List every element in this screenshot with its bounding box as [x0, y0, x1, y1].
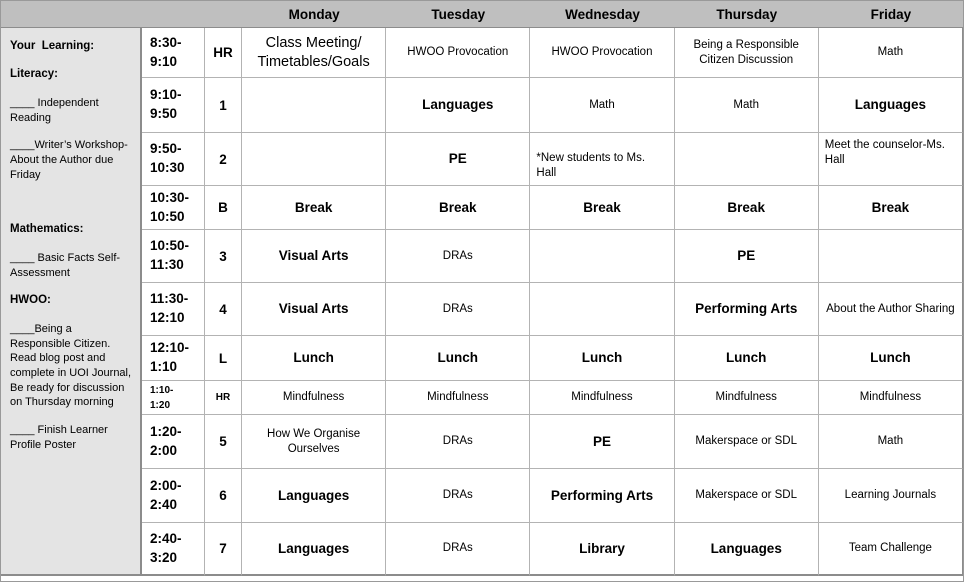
cell-monday-row2 [242, 78, 387, 133]
time-cell: 10:50- 11:30 [142, 230, 205, 283]
cell-monday-row5: Visual Arts [242, 230, 387, 283]
cell-tuesday-row10: DRAs [386, 469, 531, 523]
cell-thursday-row11: Languages [674, 523, 819, 576]
cell-thursday-row5: PE [674, 230, 819, 283]
cell-tuesday-row1: HWOO Provocation [386, 28, 531, 78]
cell-thursday-row8: Mindfulness [674, 381, 819, 415]
cell-wednesday-row2: Math [530, 78, 675, 133]
cell-monday-row8: Mindfulness [242, 381, 387, 415]
cell-wednesday-row5 [530, 230, 675, 283]
cell-wednesday-row8: Mindfulness [530, 381, 675, 415]
time-cell: 12:10- 1:10 [142, 336, 205, 381]
sidebar-item: ____Being a Responsible Citizen. Read bl… [10, 322, 135, 409]
day-header-thursday: Thursday [674, 1, 819, 28]
sidebar-notes: Your Learning: Literacy: ____ Independent … [1, 28, 142, 576]
period-cell: 7 [205, 523, 242, 576]
cell-thursday-row10: Makerspace or SDL [674, 469, 819, 523]
period-cell: HR [205, 28, 242, 78]
cell-tuesday-row8: Mindfulness [386, 381, 531, 415]
cell-tuesday-row11: DRAs [386, 523, 531, 576]
cell-wednesday-row7: Lunch [530, 336, 675, 381]
cell-monday-row4: Break [242, 186, 387, 230]
cell-friday-row10: Learning Journals [818, 469, 963, 523]
cell-monday-row1: Class Meeting/ Timetables/Goals [242, 28, 387, 78]
cell-wednesday-row4: Break [530, 186, 675, 230]
time-cell: 9:10- 9:50 [142, 78, 205, 133]
period-cell: 1 [205, 78, 242, 133]
period-cell: 5 [205, 415, 242, 469]
time-cell: 2:00- 2:40 [142, 469, 205, 523]
cell-thursday-row7: Lunch [674, 336, 819, 381]
sidebar-item: ____Writer’s Workshop-About the Author d… [10, 139, 128, 181]
sidebar-heading: Literacy: [10, 68, 58, 81]
cell-thursday-row9: Makerspace or SDL [674, 415, 819, 469]
cell-friday-row9: Math [818, 415, 963, 469]
cell-thursday-row2: Math [674, 78, 819, 133]
day-header-friday: Friday [818, 1, 963, 28]
period-cell: B [205, 186, 242, 230]
cell-monday-row11: Languages [242, 523, 387, 576]
cell-wednesday-row10: Performing Arts [530, 469, 675, 523]
cell-monday-row10: Languages [242, 469, 387, 523]
cell-tuesday-row3: PE [386, 133, 531, 186]
sidebar-item: ____ Finish Learner Profile Poster [10, 424, 111, 451]
cell-monday-row3 [242, 133, 387, 186]
time-cell: 11:30- 12:10 [142, 283, 205, 336]
cell-friday-row3: Meet the counselor-Ms. Hall [818, 133, 963, 186]
period-cell: 3 [205, 230, 242, 283]
period-cell: 2 [205, 133, 242, 186]
cell-friday-row8: Mindfulness [818, 381, 963, 415]
cell-thursday-row3 [674, 133, 819, 186]
sidebar-heading: HWOO: [10, 294, 51, 307]
time-cell: 2:40- 3:20 [142, 523, 205, 576]
cell-wednesday-row3: *New students to Ms. Hall [530, 133, 675, 186]
cell-monday-row7: Lunch [242, 336, 387, 381]
period-cell: 6 [205, 469, 242, 523]
cell-tuesday-row4: Break [386, 186, 531, 230]
cell-friday-row2: Languages [818, 78, 963, 133]
time-cell: 9:50- 10:30 [142, 133, 205, 186]
cell-tuesday-row9: DRAs [386, 415, 531, 469]
cell-thursday-row4: Break [674, 186, 819, 230]
cell-thursday-row6: Performing Arts [674, 283, 819, 336]
cell-tuesday-row7: Lunch [386, 336, 531, 381]
sidebar-item: ____ Basic Facts Self-Assessment [10, 251, 121, 279]
cell-friday-row4: Break [818, 186, 963, 230]
day-header-monday: Monday [242, 1, 387, 28]
period-cell: HR [205, 381, 242, 415]
cell-wednesday-row6 [530, 283, 675, 336]
cell-tuesday-row2: Languages [386, 78, 531, 133]
cell-wednesday-row1: HWOO Provocation [530, 28, 675, 78]
period-cell: L [205, 336, 242, 381]
period-cell: 4 [205, 283, 242, 336]
cell-friday-row1: Math [818, 28, 963, 78]
time-cell: 1:10- 1:20 [142, 381, 205, 415]
time-cell: 1:20- 2:00 [142, 415, 205, 469]
sidebar-item: ____ Independent Reading [10, 96, 102, 124]
day-header-tuesday: Tuesday [386, 1, 531, 28]
cell-thursday-row1: Being a Responsible Citizen Discussion [674, 28, 819, 78]
cell-monday-row9: How We Organise Ourselves [242, 415, 387, 469]
cell-friday-row11: Team Challenge [818, 523, 963, 576]
bottom-filler [1, 576, 963, 581]
cell-friday-row5 [818, 230, 963, 283]
cell-tuesday-row6: DRAs [386, 283, 531, 336]
sidebar-heading: Mathematics: [10, 223, 84, 236]
cell-wednesday-row11: Library [530, 523, 675, 576]
time-cell: 8:30- 9:10 [142, 28, 205, 78]
time-cell: 10:30- 10:50 [142, 186, 205, 230]
cell-monday-row6: Visual Arts [242, 283, 387, 336]
cell-tuesday-row5: DRAs [386, 230, 531, 283]
sidebar-heading: Your Learning: [10, 40, 95, 52]
day-header-wednesday: Wednesday [530, 1, 675, 28]
cell-wednesday-row9: PE [530, 415, 675, 469]
cell-friday-row6: About the Author Sharing [818, 283, 963, 336]
header-corner-spacer [1, 1, 242, 28]
cell-friday-row7: Lunch [818, 336, 963, 381]
